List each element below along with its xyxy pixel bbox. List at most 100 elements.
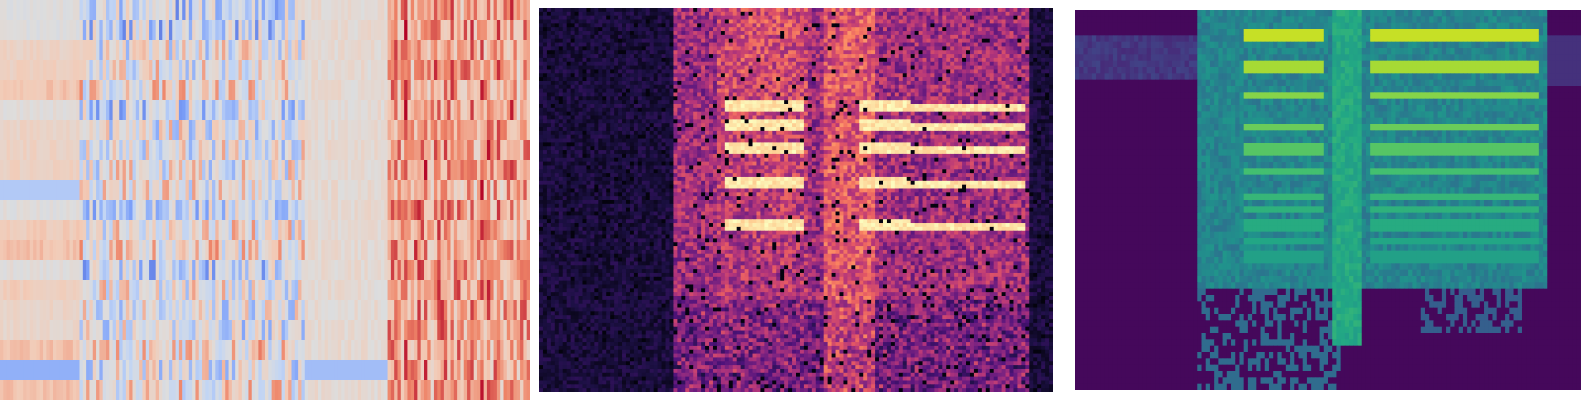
heatmap-cell <box>261 280 266 301</box>
heatmap-cell <box>59 140 64 161</box>
heatmap-cell <box>53 60 57 81</box>
heatmap-cell <box>437 340 442 361</box>
heatmap-cell <box>823 11 829 17</box>
heatmap-cell <box>819 8 825 13</box>
heatmap-cell <box>308 60 312 81</box>
heatmap-cell <box>460 220 465 241</box>
heatmap-cell <box>649 34 655 40</box>
heatmap-cell <box>483 220 488 241</box>
heatmap-cell <box>354 380 359 400</box>
heatmap-cell <box>1021 23 1026 28</box>
heatmap-cell <box>673 19 678 24</box>
heatmap-cell <box>202 300 206 321</box>
heatmap-cell <box>760 42 765 47</box>
heatmap-cell <box>827 54 833 59</box>
heatmap-cell <box>430 120 435 141</box>
heatmap-cell <box>625 31 631 36</box>
heatmap-cell <box>890 19 896 24</box>
heatmap-cell <box>1025 8 1030 13</box>
heatmap-cell <box>165 320 170 341</box>
heatmap-cell <box>633 57 639 63</box>
heatmap-cell <box>274 80 279 101</box>
heatmap-cell <box>410 220 415 241</box>
heatmap-cell <box>221 40 226 61</box>
heatmap-cell <box>19 0 24 21</box>
heatmap-cell <box>493 240 498 261</box>
heatmap-cell <box>493 220 498 241</box>
heatmap-cell <box>215 0 220 21</box>
heatmap-cell <box>129 320 134 341</box>
heatmap-cell <box>175 320 180 341</box>
heatmap-cell <box>92 100 97 121</box>
heatmap-cell <box>657 27 663 32</box>
heatmap-cell <box>784 31 789 36</box>
heatmap-cell <box>973 34 979 40</box>
heatmap-cell <box>720 57 726 63</box>
heatmap-cell <box>318 60 322 81</box>
heatmap-cell <box>155 220 160 241</box>
heatmap-cell <box>906 23 912 28</box>
heatmap-cell <box>523 180 528 201</box>
heatmap-cell <box>586 11 591 17</box>
heatmap-cell <box>490 80 495 101</box>
heatmap-cell <box>799 15 805 21</box>
heatmap-cell <box>178 160 183 181</box>
heatmap-cell <box>149 20 153 41</box>
heatmap-cell <box>839 15 845 21</box>
heatmap-cell <box>337 340 342 361</box>
heatmap-cell <box>46 60 51 81</box>
heatmap-cell <box>922 19 928 24</box>
heatmap-cell <box>420 180 425 201</box>
heatmap-cell <box>756 50 762 55</box>
heatmap-cell <box>308 80 312 101</box>
heatmap-cell <box>281 320 286 341</box>
heatmap-cell <box>709 31 714 36</box>
heatmap-cell <box>364 300 369 321</box>
heatmap-cell <box>72 320 77 341</box>
heatmap-cell <box>291 140 296 161</box>
heatmap-cell <box>843 11 848 17</box>
heatmap-cell <box>367 140 372 161</box>
heatmap-cell <box>221 240 226 261</box>
heatmap-cell <box>19 20 24 41</box>
heatmap-cell <box>218 300 223 321</box>
heatmap-cell <box>331 20 336 41</box>
heatmap-cell <box>792 8 797 13</box>
heatmap-cell <box>327 220 332 241</box>
heatmap-cell <box>503 40 508 61</box>
heatmap-cell <box>79 200 84 221</box>
heatmap-cell <box>890 46 896 51</box>
heatmap-cell <box>760 46 765 51</box>
heatmap-cell <box>182 140 187 161</box>
heatmap-cell <box>1049 19 1053 24</box>
heatmap-cell <box>188 360 193 381</box>
heatmap-cell <box>228 180 233 201</box>
heatmap-cell <box>815 54 821 59</box>
heatmap-cell <box>390 60 395 81</box>
heatmap-cell <box>165 120 170 141</box>
heatmap-cell <box>506 40 511 61</box>
heatmap-cell <box>523 100 528 121</box>
heatmap-cell <box>463 280 468 301</box>
heatmap-cell <box>36 20 41 41</box>
heatmap-cell <box>278 60 283 81</box>
heatmap-cell <box>590 57 595 63</box>
heatmap-cell <box>192 260 197 281</box>
heatmap-cell <box>450 80 455 101</box>
heatmap-cell <box>82 40 87 61</box>
heatmap-cell <box>590 38 595 44</box>
heatmap-cell <box>578 46 584 51</box>
heatmap-cell <box>16 380 21 400</box>
heatmap-cell <box>231 320 236 341</box>
heatmap-cell <box>152 0 157 21</box>
heatmap-cell <box>49 120 54 141</box>
heatmap-cell <box>119 260 124 281</box>
heatmap-cell <box>728 15 734 21</box>
heatmap-cell <box>245 360 250 381</box>
heatmap-cell <box>902 50 908 55</box>
heatmap-cell <box>993 50 999 55</box>
heatmap-cell <box>1037 42 1042 47</box>
heatmap-cell <box>115 220 120 241</box>
heatmap-cell <box>367 160 372 181</box>
heatmap-cell <box>331 100 336 121</box>
